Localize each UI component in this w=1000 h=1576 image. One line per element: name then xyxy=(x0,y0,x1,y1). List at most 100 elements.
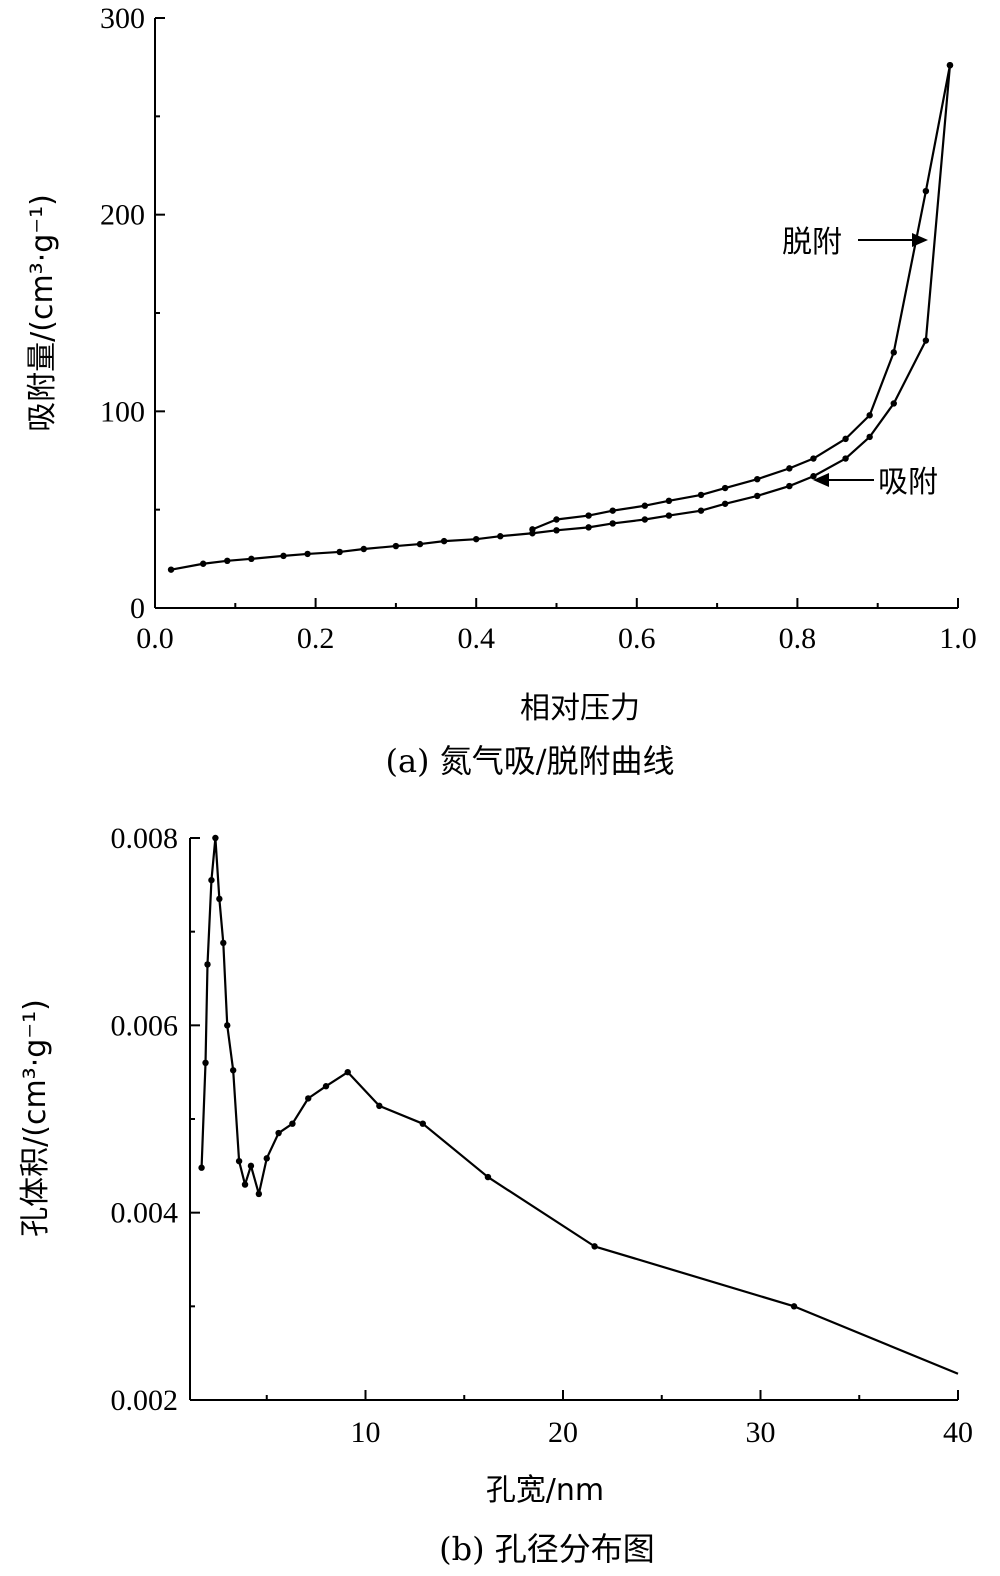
chart-b-data-point xyxy=(591,1243,598,1250)
chart-a-x-tick-label: 0.2 xyxy=(297,622,335,655)
chart-a-data-point xyxy=(304,550,311,558)
chart-a-data-point xyxy=(280,552,287,560)
chart-b-data-point xyxy=(212,834,219,842)
chart-a-data-point xyxy=(473,535,480,543)
chart-b-x-tick-label: 30 xyxy=(746,1416,776,1449)
chart-b-data-point xyxy=(322,1083,330,1090)
chart-a-data-point xyxy=(786,482,793,490)
chart-a-x-tick-label: 0.8 xyxy=(779,622,817,655)
chart-b-pore-distribution-line xyxy=(200,836,959,1375)
chart-a-data-point xyxy=(440,537,448,545)
chart-b-data-point xyxy=(241,1181,249,1188)
adsorption-annotation: 吸附 xyxy=(878,465,938,500)
chart-b-x-tick-label: 20 xyxy=(548,1416,578,1449)
chart-a-x-tick-label: 0.0 xyxy=(136,622,174,655)
chart-b-data-point xyxy=(484,1173,492,1181)
chart-b-y-tick-label: 0.008 xyxy=(111,822,179,855)
chart-a-data-point xyxy=(609,520,616,527)
chart-b-data-point xyxy=(376,1102,383,1110)
chart-a-data-point xyxy=(585,512,592,519)
chart-b-data-point xyxy=(235,1157,243,1165)
chart-a-data-point xyxy=(922,187,930,195)
chart-b-x-tick-label: 10 xyxy=(351,1416,381,1449)
chart-a-data-point xyxy=(199,560,207,567)
chart-a-data-point xyxy=(786,465,793,472)
chart-a-data-point xyxy=(754,492,761,500)
chart-b-data-point xyxy=(263,1155,270,1162)
chart-a-data-point xyxy=(665,512,673,519)
chart-a-series-desorption-line xyxy=(531,64,952,531)
chart-b-caption: (b) 孔径分布图 xyxy=(439,1530,655,1568)
chart-a-x-tick-label: 0.4 xyxy=(457,622,495,655)
chart-b: 10 20 30 40 0.002 0.004 0.006 0.008 孔宽/nm 孔体积/(… xyxy=(18,822,973,1568)
chart-a-series-adsorption-line xyxy=(170,65,952,571)
chart-a-data-point xyxy=(842,455,849,462)
chart-b-data-point xyxy=(204,961,211,968)
chart-a-data-point xyxy=(810,455,817,462)
chart-a-y-tick-label: 0 xyxy=(130,592,145,625)
chart-b-data-point xyxy=(202,1059,209,1067)
chart-b-y-tick-label: 0.002 xyxy=(111,1384,179,1417)
chart-a-data-point xyxy=(392,542,400,550)
chart-a-data-point xyxy=(553,516,560,523)
chart-a-data-point xyxy=(842,435,849,443)
desorption-annotation: 脱附 xyxy=(782,225,842,260)
chart-a-data-point xyxy=(609,507,616,514)
chart-a: 0.0 0.2 0.4 0.6 0.8 1.0 0 100 200 300 相对压力 吸附量/(c… xyxy=(25,2,977,780)
chart-b-data-point xyxy=(229,1067,237,1074)
chart-a-y-tick-label: 200 xyxy=(100,199,145,232)
chart-a-data-point xyxy=(890,349,897,356)
desorption-arrowhead xyxy=(912,233,928,247)
chart-b-y-axis-title: 孔体积/(cm³·g⁻¹) xyxy=(18,999,53,1237)
chart-a-data-point xyxy=(167,566,175,573)
chart-a-data-point xyxy=(946,61,954,69)
chart-a-data-point xyxy=(497,533,504,540)
chart-a-data-point xyxy=(336,548,343,556)
chart-b-data-point xyxy=(344,1068,351,1076)
chart-a-data-point xyxy=(721,484,729,492)
chart-b-data-point xyxy=(247,1162,255,1170)
chart-a-y-tick-label: 100 xyxy=(100,395,145,428)
chart-b-y-tick-label: 0.004 xyxy=(111,1197,179,1230)
chart-a-data-point xyxy=(866,433,873,441)
chart-a-y-tick-label: 300 xyxy=(100,2,145,35)
chart-a-data-point xyxy=(665,497,673,505)
chart-a-x-tick-label: 0.6 xyxy=(618,622,656,655)
chart-a-data-point xyxy=(922,337,930,344)
chart-b-y-tick-label: 0.006 xyxy=(111,1009,179,1042)
chart-a-data-point xyxy=(641,502,649,509)
chart-b-x-tick-label: 40 xyxy=(943,1416,973,1449)
chart-b-data-point xyxy=(289,1120,296,1127)
chart-b-data-point xyxy=(305,1095,312,1102)
chart-a-data-point xyxy=(224,557,231,564)
chart-a-data-point xyxy=(697,491,705,499)
chart-a-caption: (a) 氮气吸/脱附曲线 xyxy=(385,742,674,780)
chart-a-data-point xyxy=(553,527,560,534)
chart-b-data-point xyxy=(224,1022,231,1029)
chart-a-x-tick-label: 1.0 xyxy=(939,622,977,655)
chart-a-data-point xyxy=(810,473,817,480)
chart-a-y-axis-title: 吸附量/(cm³·g⁻¹) xyxy=(25,194,60,432)
chart-b-data-point xyxy=(419,1120,426,1127)
adsorption-arrowhead xyxy=(813,473,829,487)
chart-a-data-point xyxy=(585,524,592,531)
chart-a-data-point xyxy=(721,500,729,507)
chart-b-data-point xyxy=(216,895,223,903)
chart-a-data-point xyxy=(248,555,255,563)
chart-a-x-axis-title: 相对压力 xyxy=(520,691,640,726)
chart-a-data-point xyxy=(529,526,536,533)
chart-b-data-point xyxy=(198,1164,205,1171)
chart-a-data-point xyxy=(360,545,367,553)
chart-b-data-point xyxy=(220,939,227,947)
chart-b-data-point xyxy=(208,876,215,884)
chart-b-data-point xyxy=(275,1129,282,1137)
chart-a-data-point xyxy=(697,507,705,514)
chart-a-data-point xyxy=(416,540,424,548)
chart-a-data-point xyxy=(754,475,761,483)
chart-b-x-axis-title: 孔宽/nm xyxy=(486,1473,604,1508)
chart-a-data-point xyxy=(866,412,873,419)
chart-b-data-point xyxy=(255,1190,263,1198)
chart-a-data-point xyxy=(641,516,649,523)
chart-a-data-point xyxy=(890,400,897,407)
